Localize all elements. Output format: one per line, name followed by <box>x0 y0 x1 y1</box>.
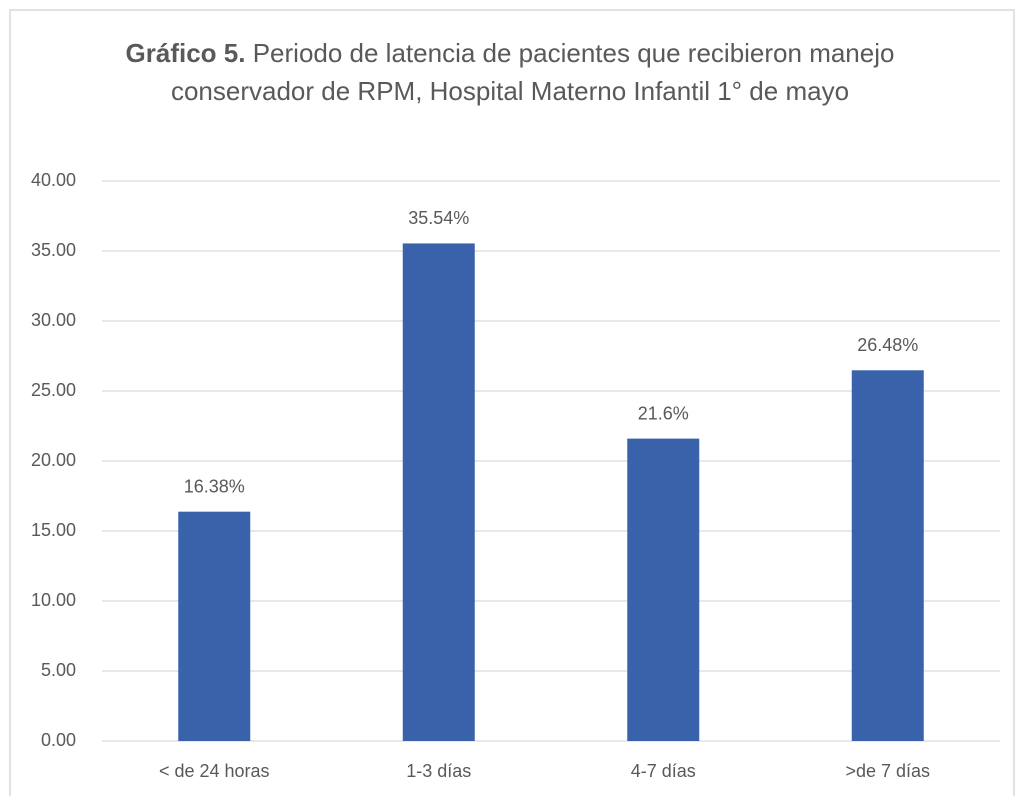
bar <box>402 243 475 741</box>
x-tick-label: >de 7 días <box>845 761 930 781</box>
y-tick-label: 10.00 <box>31 590 76 610</box>
y-tick-label: 25.00 <box>31 380 76 400</box>
chart-border <box>9 9 1015 796</box>
y-tick-label: 5.00 <box>41 660 76 680</box>
data-label: 21.6% <box>638 403 689 423</box>
data-label: 35.54% <box>408 208 469 228</box>
y-tick-label: 35.00 <box>31 240 76 260</box>
y-tick-label: 15.00 <box>31 520 76 540</box>
x-tick-label: 4-7 días <box>631 761 696 781</box>
y-tick-label: 0.00 <box>41 730 76 750</box>
chart-title: Gráfico 5. Periodo de latencia de pacien… <box>110 34 910 110</box>
x-tick-label: < de 24 horas <box>159 761 270 781</box>
y-tick-label: 20.00 <box>31 450 76 470</box>
bar <box>851 370 924 741</box>
x-tick-label: 1-3 días <box>406 761 471 781</box>
bar <box>627 438 700 741</box>
y-tick-label: 30.00 <box>31 310 76 330</box>
data-label: 26.48% <box>857 335 918 355</box>
data-label: 16.38% <box>184 476 245 496</box>
title-text: Periodo de latencia de pacientes que rec… <box>170 38 895 106</box>
y-tick-label: 40.00 <box>31 170 76 190</box>
bar <box>178 511 251 741</box>
title-label: Gráfico 5. <box>125 38 246 68</box>
